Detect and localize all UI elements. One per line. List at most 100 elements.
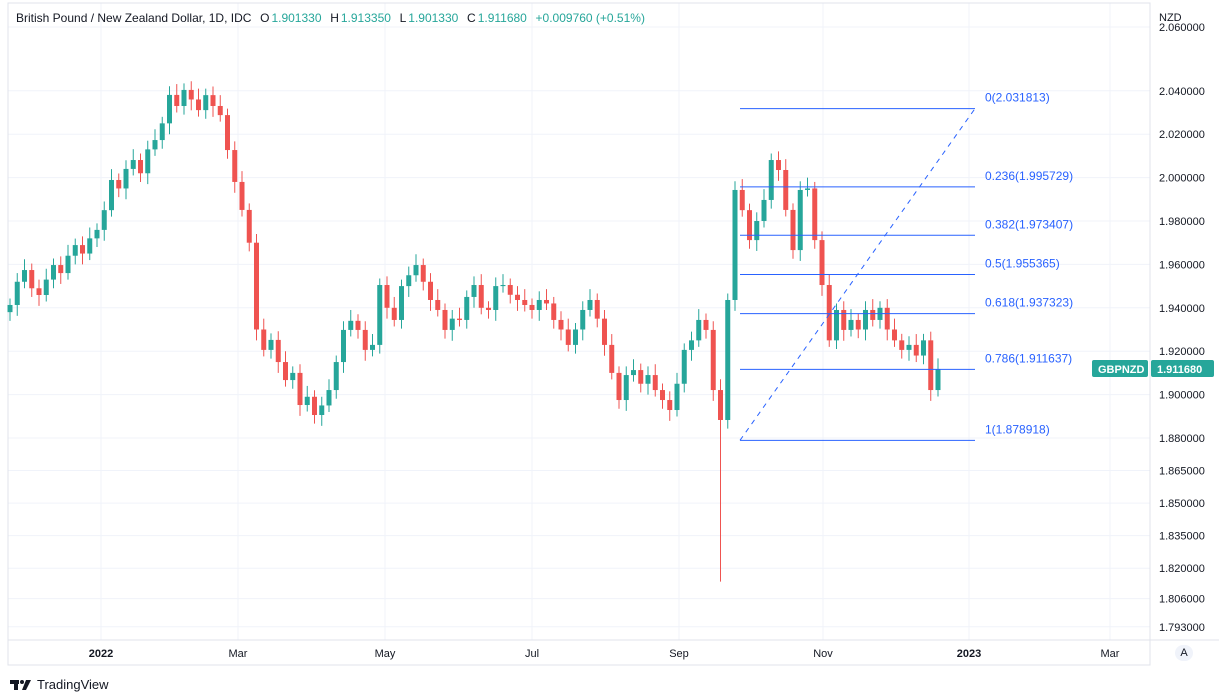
candle-body xyxy=(848,319,854,330)
candle xyxy=(725,293,731,429)
candle-body xyxy=(623,375,629,401)
candle xyxy=(297,364,303,416)
candle xyxy=(362,321,368,361)
fib-trend-line xyxy=(739,108,976,441)
time-axis[interactable]: 2022 Mar May Jul Sep Nov 2023 Mar xyxy=(89,648,1120,660)
symbol-legend: British Pound / New Zealand Dollar, 1D, … xyxy=(16,11,647,25)
candle xyxy=(80,236,85,265)
fib-level-label: 0.618(1.937323) xyxy=(985,296,1073,310)
grid xyxy=(8,3,1150,640)
candle-body xyxy=(428,281,433,300)
candle-body xyxy=(413,265,419,276)
candle-body xyxy=(580,309,586,330)
candle-body xyxy=(225,115,230,151)
candle-body xyxy=(36,288,42,295)
candle xyxy=(449,309,455,341)
candle-body xyxy=(594,299,600,319)
y-tick-label: 2.060000 xyxy=(1159,22,1205,34)
fibonacci-retracement[interactable]: 0(2.031813) 0.236(1.995729) 0.382(1.973407… xyxy=(739,91,1073,441)
candle xyxy=(210,86,216,117)
candle-body xyxy=(493,286,499,310)
candle xyxy=(261,318,267,357)
candle xyxy=(812,181,818,249)
candle-body xyxy=(819,240,825,286)
x-tick-label: 2023 xyxy=(957,648,981,660)
candle xyxy=(174,84,180,113)
candle-body xyxy=(449,318,455,330)
candle xyxy=(290,366,296,389)
candle xyxy=(565,318,571,352)
auto-scale-button[interactable]: A xyxy=(1175,645,1193,661)
candle xyxy=(747,203,752,249)
candle xyxy=(602,309,607,356)
candle-body xyxy=(870,309,876,320)
candle-body xyxy=(935,369,941,391)
candle-body xyxy=(696,319,702,341)
price-axis[interactable]: 2.060000 2.040000 2.020000 2.000000 1.980000… xyxy=(1159,22,1205,634)
ticker-badge-background xyxy=(1092,360,1148,377)
candle xyxy=(558,311,564,341)
candle-body xyxy=(725,299,731,420)
candle xyxy=(478,274,484,315)
candle xyxy=(471,276,477,308)
candle-body xyxy=(747,210,752,241)
tradingview-logo[interactable]: TradingView xyxy=(10,677,109,692)
candle-body xyxy=(790,209,796,251)
candle xyxy=(667,391,673,421)
candle-body xyxy=(761,199,767,221)
candle xyxy=(51,258,56,289)
candle-body xyxy=(551,303,557,320)
candle-body xyxy=(239,181,245,210)
candle xyxy=(348,309,354,337)
ticker-badge: GBPNZD xyxy=(1098,364,1145,376)
candle-body xyxy=(94,229,100,239)
y-tick-label: 1.960000 xyxy=(1159,259,1205,271)
candle-body xyxy=(544,299,549,304)
candle-body xyxy=(899,340,905,350)
candle xyxy=(761,189,767,228)
candle-body xyxy=(51,265,56,280)
candle xyxy=(65,244,71,280)
tradingview-logo-icon xyxy=(10,679,31,690)
candle xyxy=(304,385,310,412)
candle xyxy=(145,140,151,185)
candle xyxy=(870,299,876,327)
candle xyxy=(652,364,658,397)
x-tick-label: Mar xyxy=(1101,648,1120,660)
candle-body xyxy=(863,309,868,330)
candle xyxy=(877,301,883,329)
candle xyxy=(855,313,861,339)
candle-body xyxy=(152,140,158,150)
y-tick-label: 2.000000 xyxy=(1159,173,1205,185)
candle xyxy=(696,309,702,347)
candle xyxy=(130,149,136,176)
candle xyxy=(239,171,245,217)
candle-body xyxy=(167,94,172,124)
fib-level-label: 0(2.031813) xyxy=(985,91,1050,105)
candle-body xyxy=(718,390,723,420)
candle-body xyxy=(181,89,187,106)
candle xyxy=(435,289,441,317)
candle xyxy=(616,366,622,409)
candle xyxy=(341,321,346,373)
candle-body xyxy=(87,238,93,254)
y-tick-label: 1.806000 xyxy=(1159,594,1205,606)
candle-body xyxy=(892,329,897,341)
fib-level-label: 0.382(1.973407) xyxy=(985,217,1073,231)
candle xyxy=(500,274,506,293)
x-tick-label: Nov xyxy=(813,648,833,660)
candle xyxy=(109,169,114,217)
candle xyxy=(544,289,549,310)
candle-body xyxy=(232,150,238,182)
candle xyxy=(776,151,781,181)
candle-body xyxy=(667,400,673,411)
candle xyxy=(906,336,912,361)
candle-body xyxy=(710,329,716,391)
candle xyxy=(580,301,586,341)
candle-body xyxy=(362,329,368,350)
candle-body xyxy=(333,362,339,391)
candle xyxy=(159,116,165,149)
candle-body xyxy=(776,160,781,171)
candle xyxy=(507,278,513,304)
